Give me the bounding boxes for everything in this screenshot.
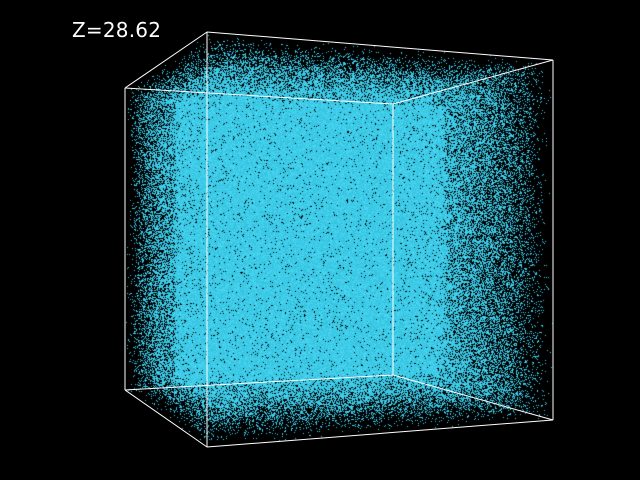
redshift-label: Z=28.62 <box>72 18 162 42</box>
box-edge <box>124 87 394 105</box>
box-edge <box>124 31 208 89</box>
box-edge <box>206 31 554 61</box>
box-edge <box>392 59 554 105</box>
box-edge <box>392 374 554 421</box>
box-edge <box>206 419 554 448</box>
box-edge <box>124 374 394 391</box>
box-edge <box>124 389 208 448</box>
